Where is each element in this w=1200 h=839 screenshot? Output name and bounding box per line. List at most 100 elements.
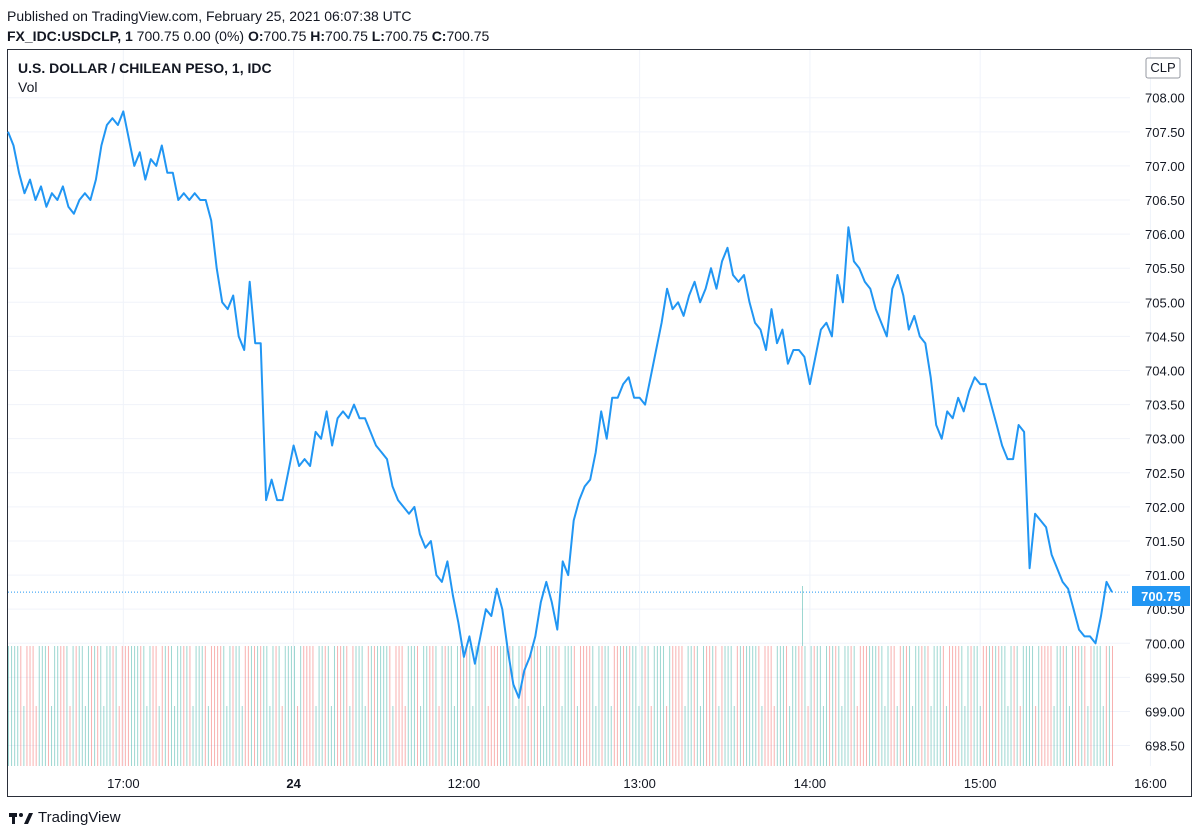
volume-bar — [546, 646, 548, 766]
volume-bar — [189, 646, 191, 766]
volume-bar — [460, 646, 462, 766]
volume-bar — [988, 646, 990, 766]
volume-bar — [63, 646, 65, 766]
volume-bar — [250, 646, 252, 766]
volume-bar — [1001, 646, 1003, 766]
volume-bar — [333, 646, 335, 766]
volume-bar — [672, 646, 674, 766]
volume-bar — [905, 646, 907, 766]
volume-bar — [782, 646, 784, 766]
volume-bar — [666, 706, 668, 766]
volume-bar — [712, 646, 714, 766]
volume-bar — [398, 646, 400, 766]
volume-bar — [364, 706, 366, 766]
volume-bar — [607, 646, 609, 766]
volume-bar — [555, 646, 557, 766]
volume-bar — [619, 646, 621, 766]
volume-bar — [466, 646, 468, 766]
volume-bar — [223, 646, 225, 766]
volume-bar — [87, 646, 89, 766]
y-tick-label: 708.00 — [1145, 91, 1185, 106]
volume-bar — [1096, 646, 1098, 766]
volume-bar — [57, 646, 59, 766]
volume-bar — [832, 646, 834, 766]
volume-bar — [1087, 706, 1089, 766]
volume-bar — [847, 646, 849, 766]
volume-bar — [195, 646, 197, 766]
volume-bar — [1019, 706, 1021, 766]
volume-bar — [174, 706, 176, 766]
volume-bar — [395, 646, 397, 766]
volume-bar — [54, 646, 56, 766]
volume-bar — [297, 706, 299, 766]
volume-bar — [164, 646, 166, 766]
volume-bar — [752, 646, 754, 766]
y-tick-label: 699.00 — [1145, 704, 1185, 719]
volume-bar — [598, 646, 600, 766]
volume-bar — [807, 706, 809, 766]
volume-bar — [1090, 646, 1092, 766]
x-tick-label: 17:00 — [107, 776, 140, 791]
volume-bar — [493, 646, 495, 766]
volume-bar — [235, 646, 237, 766]
volume-bar — [481, 646, 483, 766]
volume-bar — [201, 646, 203, 766]
volume-bar — [417, 646, 419, 766]
volume-bar — [1062, 646, 1064, 766]
volume-bar — [380, 646, 382, 766]
volume-bar — [927, 646, 929, 766]
volume-bar — [472, 706, 474, 766]
volume-bar — [1016, 646, 1018, 766]
volume-bar — [478, 646, 480, 766]
volume-bar — [902, 646, 904, 766]
volume-bar — [918, 646, 920, 766]
volume-bar — [373, 646, 375, 766]
volume-bar — [589, 646, 591, 766]
volume-bar — [515, 706, 517, 766]
volume-bar — [217, 646, 219, 766]
volume-bar — [687, 646, 689, 766]
volume-bar — [779, 646, 781, 766]
volume-bar — [140, 646, 142, 766]
currency-badge: CLP — [1145, 57, 1181, 79]
volume-bar — [942, 646, 944, 766]
volume-bar — [1050, 646, 1052, 766]
volume-bar — [650, 706, 652, 766]
volume-bar — [278, 646, 280, 766]
y-tick-label: 704.50 — [1145, 329, 1185, 344]
volume-bar — [1041, 646, 1043, 766]
volume-bar — [109, 646, 111, 766]
chart-grid — [8, 50, 1151, 766]
volume-bar — [23, 706, 25, 766]
symbol-label: FX_IDC:USDCLP, 1 — [7, 28, 133, 44]
high-label: H: — [310, 28, 326, 44]
volume-bar — [438, 706, 440, 766]
volume-bar — [767, 646, 769, 766]
volume-bar — [773, 706, 775, 766]
volume-bar — [552, 646, 554, 766]
volume-bar — [263, 646, 265, 766]
volume-bar — [198, 646, 200, 766]
y-tick-label: 702.50 — [1145, 466, 1185, 481]
volume-bar — [210, 646, 212, 766]
volume-bar — [736, 646, 738, 766]
volume-bar — [1105, 646, 1107, 766]
volume-bar — [887, 646, 889, 766]
volume-bar — [377, 646, 379, 766]
volume-bar — [699, 706, 701, 766]
volume-bar — [352, 646, 354, 766]
volume-bar — [167, 646, 169, 766]
volume-bar — [149, 646, 151, 766]
volume-bar — [755, 646, 757, 766]
y-tick-label: 700.00 — [1145, 636, 1185, 651]
volume-bar — [967, 646, 969, 766]
volume-bar — [573, 646, 575, 766]
volume-bar — [496, 646, 498, 766]
volume-bar — [604, 646, 606, 766]
volume-bar — [238, 646, 240, 766]
volume-bar — [284, 646, 286, 766]
chart-frame[interactable] — [7, 49, 1192, 797]
volume-bar — [257, 646, 259, 766]
volume-bar — [17, 646, 19, 766]
